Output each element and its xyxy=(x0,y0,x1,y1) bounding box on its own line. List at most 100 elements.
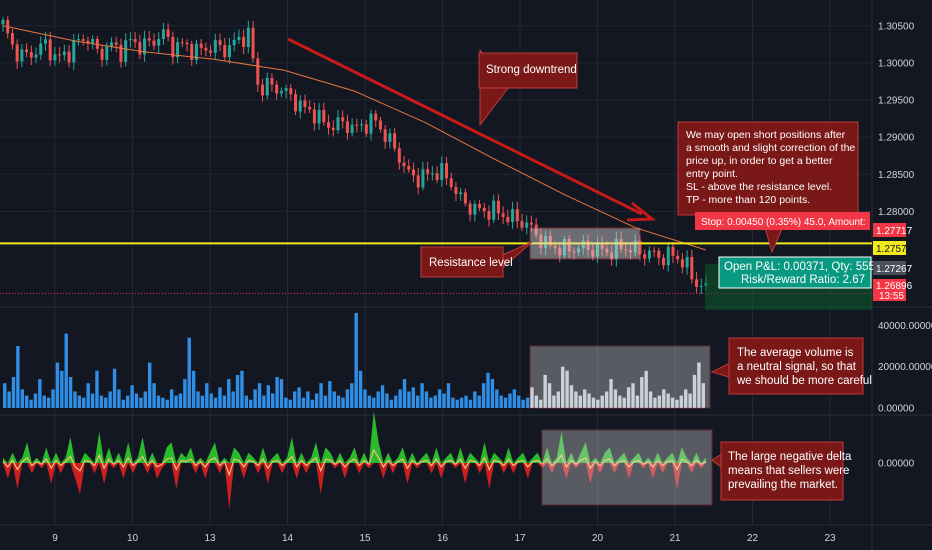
candle-body xyxy=(633,240,637,253)
candle-body xyxy=(459,192,463,195)
candle-body xyxy=(567,238,571,252)
volume-bar xyxy=(196,391,200,408)
callout-volume[interactable]: The average volume is a neutral signal, … xyxy=(710,337,872,395)
callout-downtrend[interactable]: Strong downtrend xyxy=(478,48,578,127)
candle-body xyxy=(10,33,14,45)
downtrend-arrow[interactable] xyxy=(287,37,657,222)
volume-bar xyxy=(552,395,556,408)
candle-body xyxy=(312,109,316,124)
volume-bar xyxy=(314,393,319,408)
candle-body xyxy=(199,43,203,48)
volume-bar xyxy=(126,395,130,408)
volume-bar xyxy=(666,393,670,408)
last-price-tag: 1.26896 13:55 xyxy=(873,279,913,302)
volume-bar xyxy=(587,393,591,408)
volume-bar xyxy=(332,391,336,408)
candle-body xyxy=(369,113,373,134)
volume-bar xyxy=(525,397,530,408)
volume-bar xyxy=(582,389,587,408)
delta-axis[interactable]: 0.00000 xyxy=(878,459,915,470)
volume-bar xyxy=(411,387,416,408)
pnl-line-1: Open P&L: 0.00371, Qty: 55555 xyxy=(724,261,888,273)
candle-body xyxy=(638,240,642,255)
volume-bar xyxy=(688,393,692,408)
resistance-zone-box[interactable] xyxy=(529,227,641,260)
volume-bar xyxy=(235,374,240,408)
volume-bar xyxy=(644,370,648,408)
x-tick-label: 13 xyxy=(204,533,216,544)
candle-body xyxy=(482,207,486,212)
x-tick-label: 21 xyxy=(669,533,681,544)
price-tick-label: 1.28000 xyxy=(878,207,915,218)
candle-body xyxy=(303,100,307,107)
candle-body xyxy=(166,29,170,37)
volume-bar xyxy=(3,383,7,408)
delta-highlight-box[interactable] xyxy=(541,429,713,506)
callout-delta[interactable]: The large negative delta means that sell… xyxy=(711,441,855,501)
volume-bar xyxy=(38,379,42,408)
candle-body xyxy=(171,36,175,58)
delta-positive-area xyxy=(3,411,706,463)
candle-body xyxy=(416,175,420,188)
candle-body xyxy=(133,39,137,43)
candle-body xyxy=(213,40,217,53)
volume-bar xyxy=(389,399,394,408)
volume-bar xyxy=(591,397,596,408)
candle-body xyxy=(402,162,406,167)
candle-body xyxy=(600,243,604,249)
candle-body xyxy=(180,42,184,44)
candle-body xyxy=(294,94,298,112)
open-pnl-label[interactable]: Open P&L: 0.00371, Qty: 55555 Risk/Rewar… xyxy=(718,256,888,289)
volume-bar xyxy=(394,395,398,408)
price-tick-label: 1.30000 xyxy=(878,58,915,69)
candle-body xyxy=(662,257,666,266)
candle-body xyxy=(176,42,180,58)
price-tick-label: 1.29000 xyxy=(878,133,915,144)
volume-bar xyxy=(55,362,60,408)
volume-axis[interactable]: 40000.00000 20000.00000 0.00000 xyxy=(878,321,932,415)
candle-body xyxy=(260,84,264,96)
candle-body xyxy=(496,200,500,214)
candle-body xyxy=(256,58,260,85)
volume-bar xyxy=(477,395,481,408)
price-tick-label: 1.30500 xyxy=(878,21,915,32)
volume-bar xyxy=(205,383,209,408)
candle-body xyxy=(397,148,401,163)
volume-bar xyxy=(279,379,284,408)
price-axis[interactable]: 1.30500 1.30000 1.29500 1.29000 1.28500 1.280… xyxy=(878,21,915,218)
volume-bar xyxy=(692,374,697,408)
candle-body xyxy=(34,54,38,58)
candle-body xyxy=(586,240,590,250)
volume-bar xyxy=(68,377,73,408)
stop-loss-label[interactable]: Stop: 0.00450 (0.35%) 45.0, Amount: xyxy=(695,212,870,230)
candle-body xyxy=(411,169,415,176)
delta-smoothed-line xyxy=(2,448,707,477)
delta-note-1: The large negative delta xyxy=(728,451,852,463)
candle-body xyxy=(614,238,618,260)
strategy-line-2: a smooth and slight correction of the xyxy=(686,142,855,154)
volume-bar xyxy=(657,395,662,408)
resistance-price-text: 1.27570 xyxy=(876,244,913,255)
candle-body xyxy=(232,39,236,46)
candle-body xyxy=(671,246,675,256)
candle-body xyxy=(317,109,321,124)
volume-bar xyxy=(178,393,183,408)
volume-bar xyxy=(455,399,459,408)
volume-note-1: The average volume is xyxy=(737,347,854,359)
callout-resistance[interactable]: Resistance level xyxy=(420,241,533,278)
time-axis[interactable]: 9 10 13 14 15 16 17 20 21 22 23 xyxy=(52,533,836,544)
candle-body xyxy=(435,173,439,181)
volume-bar xyxy=(90,393,95,408)
volume-bar xyxy=(253,389,257,408)
candle-body xyxy=(595,243,599,257)
candle-body xyxy=(190,44,194,61)
volume-bar xyxy=(459,397,464,408)
candle-body xyxy=(501,213,505,217)
volume-bar xyxy=(209,393,213,408)
volume-bar xyxy=(446,383,451,408)
candle-body xyxy=(577,248,581,253)
volume-highlight-box[interactable] xyxy=(529,345,711,409)
volume-bar xyxy=(464,395,468,408)
candle-body xyxy=(39,43,43,55)
